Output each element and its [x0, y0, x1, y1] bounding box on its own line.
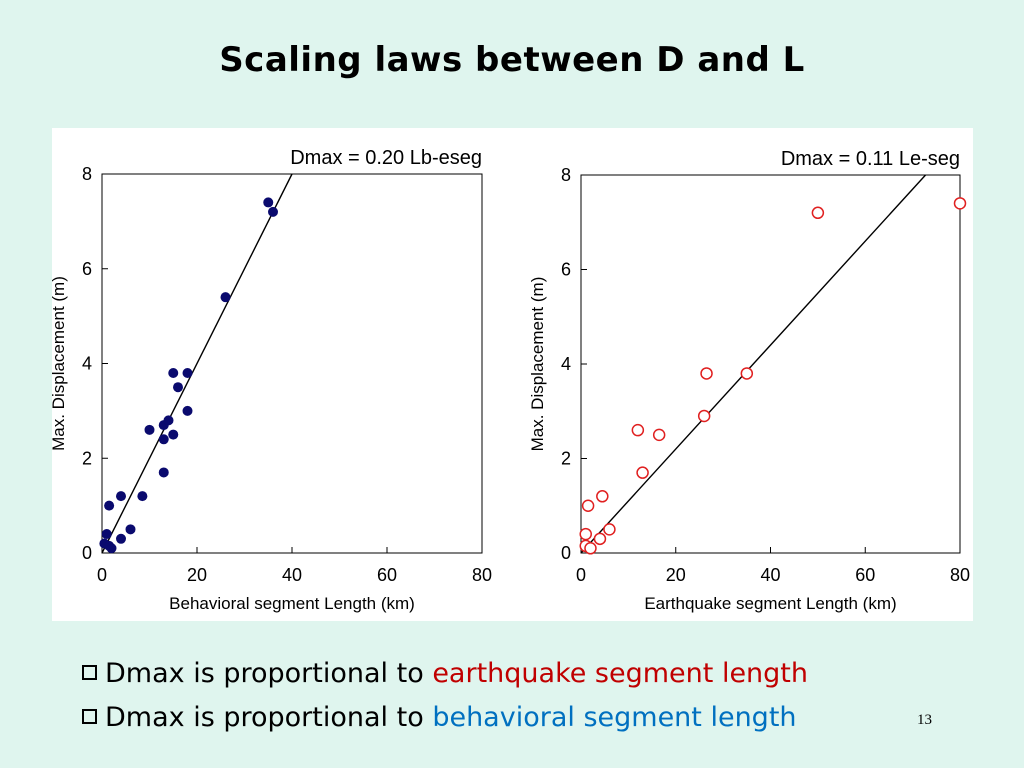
data-point — [268, 206, 278, 217]
data-point — [168, 429, 179, 440]
data-point — [168, 367, 179, 378]
y-tick-label: 0 — [82, 543, 92, 563]
y-tick-label: 8 — [82, 164, 92, 184]
y-axis-label: Max. Displacement (m) — [52, 276, 68, 451]
x-tick-label: 20 — [666, 565, 686, 585]
data-point — [953, 197, 967, 210]
data-point — [584, 542, 597, 555]
data-point — [263, 197, 274, 208]
checkbox-bullet-icon — [82, 665, 97, 680]
data-point — [116, 491, 126, 502]
plot-frame — [580, 174, 961, 554]
x-tick-label: 0 — [97, 565, 107, 585]
data-point — [106, 543, 117, 554]
chart-panel: 0 20 40 60 80 0 2 4 6 8 Behavioral segment Length … — [52, 128, 973, 621]
x-axis-label: Behavioral segment Length (km) — [169, 594, 415, 613]
x-tick-label: 0 — [576, 565, 586, 585]
bullet-item-behavioral: Dmax is proportional to behavioral segme… — [82, 696, 982, 740]
data-point — [636, 466, 649, 479]
data-point — [220, 292, 231, 303]
data-point — [144, 424, 155, 435]
data-point — [811, 206, 825, 220]
data-point — [116, 533, 126, 544]
y-tick-label: 2 — [561, 449, 571, 469]
x-tick-label: 20 — [187, 565, 207, 585]
bullet-highlight: behavioral segment length — [432, 702, 797, 733]
data-point — [125, 524, 136, 535]
data-point — [581, 499, 595, 512]
x-tick-label: 60 — [377, 565, 397, 585]
bullet-prefix: Dmax is proportional to — [105, 702, 433, 733]
y-tick-label: 2 — [82, 448, 92, 468]
chart-2: 0 20 40 60 80 0 2 4 6 8 Earthquake segment Length … — [528, 148, 970, 613]
data-point — [740, 367, 754, 380]
y-tick-label: 4 — [561, 354, 571, 374]
plot-frame — [101, 173, 483, 554]
x-axis-label: Earthquake segment Length (km) — [644, 594, 896, 613]
x-tick-label: 80 — [472, 565, 492, 585]
fit-equation: Dmax = 0.11 Le-seg — [781, 148, 960, 170]
data-point — [158, 434, 169, 445]
y-tick-label: 0 — [561, 543, 571, 563]
x-tick-label: 80 — [950, 565, 970, 585]
y-tick-label: 4 — [82, 354, 92, 374]
fit-line — [580, 174, 927, 554]
x-tick-label: 40 — [282, 565, 302, 585]
bullet-prefix: Dmax is proportional to — [105, 658, 433, 689]
data-point — [579, 527, 592, 541]
y-tick-label: 6 — [561, 260, 571, 280]
data-point — [163, 415, 174, 426]
y-tick-label: 6 — [82, 259, 92, 279]
data-point — [182, 405, 193, 416]
bullet-highlight: earthquake segment length — [432, 658, 809, 689]
data-point — [137, 491, 148, 502]
data-point — [700, 367, 713, 380]
data-point — [593, 532, 607, 546]
x-tick-label: 40 — [760, 565, 780, 585]
page-number: 13 — [917, 712, 932, 728]
fit-line — [101, 173, 293, 554]
data-point — [596, 490, 609, 503]
data-point — [652, 428, 666, 442]
data-point — [603, 523, 616, 536]
data-point — [631, 423, 645, 437]
y-tick-label: 8 — [561, 165, 571, 185]
chart-1: 0 20 40 60 80 0 2 4 6 8 Behavioral segment Length … — [52, 147, 492, 613]
slide-title: Scaling laws between D and L — [219, 40, 805, 80]
data-point — [158, 467, 169, 478]
data-point — [101, 529, 112, 540]
data-point — [182, 367, 193, 378]
data-point — [173, 382, 183, 393]
data-point — [697, 409, 711, 423]
bullet-item-earthquake: Dmax is proportional to earthquake segme… — [82, 652, 982, 696]
y-axis-label: Max. Displacement (m) — [528, 277, 547, 452]
checkbox-bullet-icon — [82, 709, 97, 724]
x-tick-label: 60 — [855, 565, 875, 585]
data-point — [104, 500, 115, 511]
fit-equation: Dmax = 0.20 Lb-eseg — [290, 147, 482, 169]
bullet-list: Dmax is proportional to earthquake segme… — [82, 652, 982, 740]
